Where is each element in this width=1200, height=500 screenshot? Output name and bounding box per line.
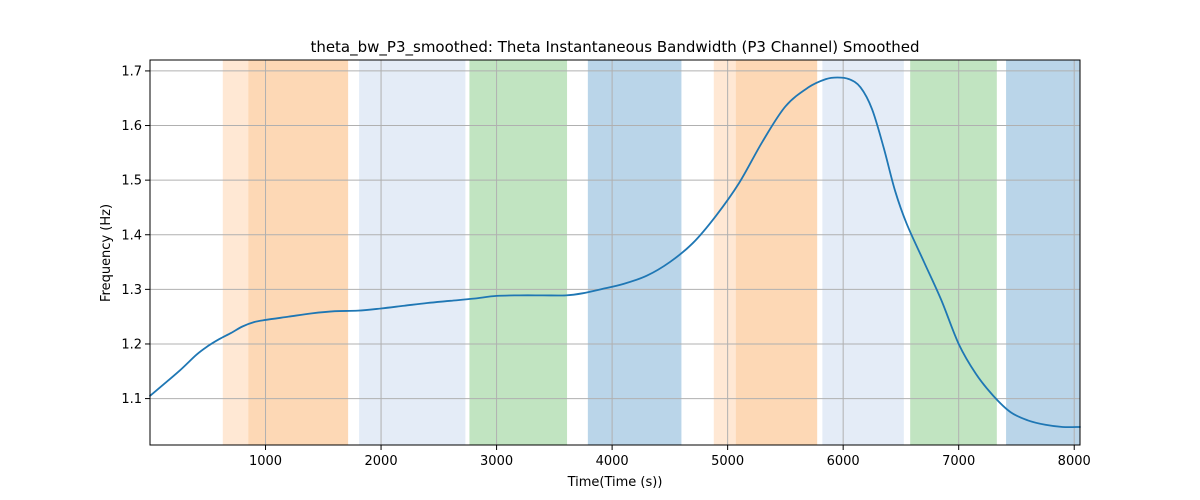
x-tick-label: 5000 bbox=[711, 454, 744, 469]
shaded-band-8 bbox=[822, 60, 904, 445]
shaded-band-2 bbox=[248, 60, 349, 445]
shaded-band-7 bbox=[735, 60, 818, 445]
x-axis-ticks: 1000 2000 3000 4000 5000 6000 7000 8000 bbox=[249, 445, 1091, 469]
chart-title: theta_bw_P3_smoothed: Theta Instantaneou… bbox=[310, 38, 919, 57]
y-tick-label: 1.6 bbox=[121, 119, 142, 134]
shaded-band-6 bbox=[713, 60, 736, 445]
shaded-band-10 bbox=[1006, 60, 1080, 445]
x-tick-label: 4000 bbox=[596, 454, 629, 469]
shaded-band-1 bbox=[222, 60, 249, 445]
shaded-band-3 bbox=[359, 60, 466, 445]
x-tick-label: 7000 bbox=[942, 454, 975, 469]
y-tick-label: 1.2 bbox=[121, 337, 142, 352]
x-tick-label: 3000 bbox=[480, 454, 513, 469]
x-tick-label: 2000 bbox=[365, 454, 398, 469]
shaded-band-5 bbox=[587, 60, 682, 445]
y-axis-ticks: 1.1 1.2 1.3 1.4 1.5 1.6 1.7 bbox=[121, 64, 150, 407]
grid-lines bbox=[150, 60, 1080, 445]
y-tick-label: 1.7 bbox=[121, 64, 142, 79]
x-tick-label: 8000 bbox=[1058, 454, 1091, 469]
plot-frame bbox=[149, 59, 1081, 446]
y-tick-label: 1.5 bbox=[121, 174, 142, 189]
y-axis-label: Frequency (Hz) bbox=[99, 204, 114, 302]
x-tick-label: 6000 bbox=[827, 454, 860, 469]
shaded-bands bbox=[222, 60, 1080, 445]
y-tick-label: 1.3 bbox=[121, 283, 142, 298]
x-tick-label: 1000 bbox=[249, 454, 282, 469]
x-axis-label: Time(Time (s)) bbox=[567, 475, 663, 490]
series-lines bbox=[149, 76, 1081, 429]
series-line-1 bbox=[149, 76, 1081, 429]
y-tick-label: 1.4 bbox=[121, 228, 142, 243]
y-tick-label: 1.1 bbox=[121, 392, 142, 407]
shaded-band-4 bbox=[469, 60, 568, 445]
shaded-band-9 bbox=[910, 60, 997, 445]
